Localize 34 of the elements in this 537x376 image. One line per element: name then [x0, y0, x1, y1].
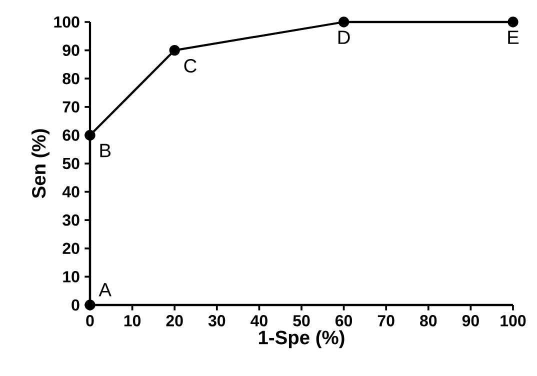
- x-tick-label: 50: [293, 315, 310, 326]
- x-tick-label: 0: [86, 315, 94, 326]
- y-tick-label: 30: [62, 214, 80, 226]
- point: [169, 44, 180, 56]
- y-tick-label: 100: [54, 16, 80, 28]
- y-tick-label: 90: [62, 44, 80, 56]
- annotation: E: [508, 30, 519, 44]
- y-tick-label: 20: [62, 242, 80, 254]
- x-axis-title: 1-Spe (%): [258, 330, 344, 348]
- y-tick-label: 50: [62, 158, 80, 170]
- x-tick-label: 90: [462, 315, 479, 326]
- y-tick-label: 70: [62, 101, 80, 113]
- x-tick-label: 60: [335, 315, 352, 326]
- x-tick-label: 100: [500, 315, 526, 326]
- point: [84, 130, 96, 141]
- y-tick-label: 80: [62, 72, 80, 84]
- y-tick-label: 60: [62, 130, 80, 141]
- annotation: A: [98, 283, 112, 296]
- x-tick-label: 40: [250, 315, 268, 326]
- annotation: B: [100, 144, 111, 158]
- y-tick-label: 0: [72, 299, 80, 311]
- x-tick-label: 20: [166, 315, 183, 326]
- point: [508, 16, 518, 28]
- point: [84, 300, 96, 310]
- x-tick-label: 30: [208, 315, 226, 326]
- point: [338, 16, 350, 28]
- annotation: D: [338, 30, 350, 44]
- x-tick-label: 80: [420, 315, 437, 326]
- y-axis-title: Sen (%): [32, 129, 50, 198]
- y-tick-label: 40: [62, 186, 80, 198]
- y-tick-label: 10: [63, 271, 80, 282]
- x-tick-label: 70: [378, 315, 394, 326]
- annotation: C: [184, 59, 196, 73]
- x-tick-label: 10: [124, 315, 141, 326]
